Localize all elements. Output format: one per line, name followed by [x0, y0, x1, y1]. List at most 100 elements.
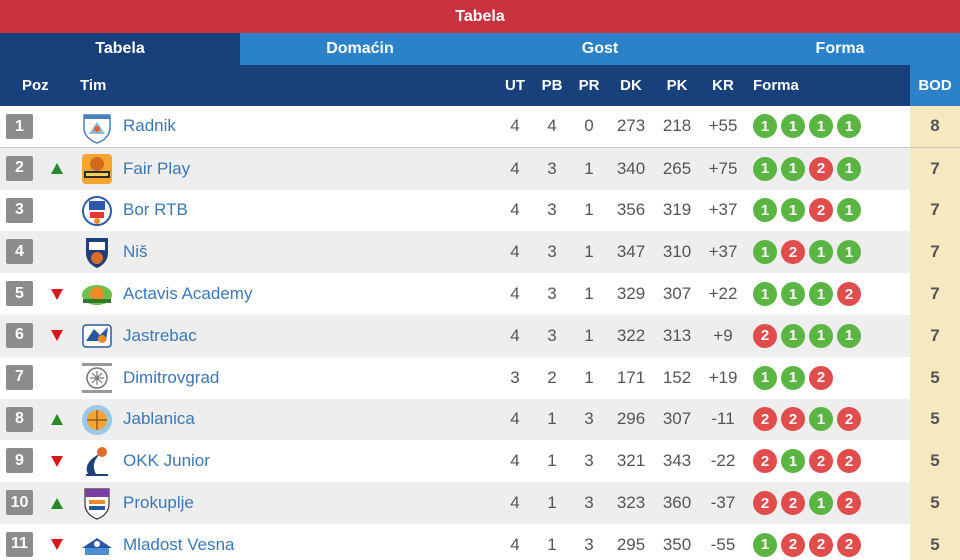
table-row[interactable]: 1 Radnik 4 4 0 273 218 +55 1 1 1 1 8	[0, 106, 960, 148]
cell-pr: 1	[584, 284, 594, 304]
position-badge: 4	[6, 239, 33, 265]
team-name-link[interactable]: Radnik	[123, 116, 176, 136]
form-win-badge: 1	[753, 532, 777, 557]
trend-none	[48, 106, 66, 147]
table-row[interactable]: 9 OKK Junior 4 1 3 321 343 -22 2 1 2 2 5	[0, 440, 960, 483]
nis-logo[interactable]	[80, 235, 114, 269]
form-win-badge: 1	[753, 114, 777, 139]
actavis-academy-logo[interactable]	[80, 277, 114, 311]
column-header-pb[interactable]: PB	[541, 77, 563, 94]
points-cell: 5	[910, 356, 960, 399]
cell-ut: 4	[510, 200, 520, 220]
form-loss-badge: 2	[809, 156, 833, 181]
table-title: Tabela	[0, 0, 960, 33]
position-badge: 8	[6, 406, 33, 432]
form-win-badge: 1	[781, 156, 805, 181]
table-row[interactable]: 8 Jablanica 4 1 3 296 307 -11 2 2 1 2 5	[0, 398, 960, 441]
cell-kr: +9	[713, 325, 733, 345]
cell-pr: 3	[584, 451, 594, 471]
form-loss-badge: 2	[781, 240, 805, 265]
form-loss-badge: 2	[753, 407, 777, 432]
points-cell: 7	[910, 231, 960, 274]
column-header-kr[interactable]: KR	[712, 77, 734, 94]
form-win-badge: 1	[837, 323, 861, 348]
form-win-badge: 1	[781, 198, 805, 223]
trend-down-icon	[48, 440, 66, 482]
tab-forma[interactable]: Forma	[720, 33, 960, 65]
team-name-link[interactable]: Dimitrovgrad	[123, 367, 220, 387]
cell-dk: 356	[616, 200, 646, 220]
table-row[interactable]: 11 Mladost Vesna 4 1 3 295 350 -55 1 2 2 2 5	[0, 523, 960, 560]
tab-domacin[interactable]: Domaćin	[240, 33, 480, 65]
table-row[interactable]: 4 Niš 4 3 1 347 310 +37 1 2 1 1 7	[0, 231, 960, 274]
table-row[interactable]: 7 Dimitrovgrad 3 2 1 171 152 +19 1 1 2 5	[0, 356, 960, 399]
team-name-link[interactable]: Niš	[123, 242, 148, 262]
cell-ut: 4	[510, 116, 520, 136]
team-name-link[interactable]: Prokuplje	[123, 493, 194, 513]
column-header-tim[interactable]: Tim	[80, 77, 107, 94]
form-win-badge: 1	[809, 491, 833, 516]
column-header-pr[interactable]: PR	[578, 77, 600, 94]
jablanica-logo[interactable]	[80, 403, 114, 437]
column-header-ut[interactable]: UT	[505, 77, 525, 94]
trend-up-icon	[48, 148, 66, 190]
cell-kr: +19	[708, 367, 738, 387]
points-cell: 5	[910, 523, 960, 560]
cell-ut: 4	[510, 284, 520, 304]
form-win-badge: 1	[753, 282, 777, 307]
okk-junior-logo[interactable]	[80, 444, 114, 478]
bor-rtb-logo[interactable]	[80, 194, 114, 228]
prokuplje-logo[interactable]	[80, 486, 114, 520]
position-badge: 2	[6, 155, 33, 181]
team-name-link[interactable]: Jastrebac	[123, 325, 197, 345]
form-loss-badge: 2	[809, 198, 833, 223]
team-name-link[interactable]: Actavis Academy	[123, 284, 253, 304]
table-row[interactable]: 3 Bor RTB 4 3 1 356 319 +37 1 1 2 1 7	[0, 189, 960, 232]
cell-kr: +75	[708, 158, 738, 178]
cell-pb: 3	[547, 284, 557, 304]
column-header-pk[interactable]: PK	[666, 77, 688, 94]
tab-gost[interactable]: Gost	[480, 33, 720, 65]
tab-tabela[interactable]: Tabela	[0, 33, 240, 65]
jastrebac-logo[interactable]	[80, 319, 114, 353]
points-cell: 5	[910, 440, 960, 483]
position-badge: 1	[6, 114, 33, 139]
team-name-link[interactable]: OKK Junior	[123, 451, 210, 471]
table-row[interactable]: 2 Fair Play 4 3 1 340 265 +75 1 1 2 1 7	[0, 147, 960, 190]
team-name-link[interactable]: Jablanica	[123, 409, 195, 429]
fair-play-logo[interactable]	[80, 152, 114, 186]
cell-pb: 3	[547, 200, 557, 220]
column-header-forma[interactable]: Forma	[753, 77, 799, 94]
cell-pk: 360	[662, 493, 692, 513]
cell-kr: +37	[708, 200, 738, 220]
mladost-vesna-logo[interactable]	[80, 528, 114, 560]
table-row[interactable]: 6 Jastrebac 4 3 1 322 313 +9 2 1 1 1 7	[0, 314, 960, 357]
cell-kr: -37	[710, 493, 736, 513]
cell-kr: -55	[710, 534, 736, 554]
team-name-link[interactable]: Fair Play	[123, 158, 191, 178]
cell-ut: 4	[510, 534, 520, 554]
team-name-link[interactable]: Bor RTB	[123, 200, 188, 220]
cell-dk: 329	[616, 284, 646, 304]
trend-up-icon	[48, 482, 66, 524]
team-name-link[interactable]: Mladost Vesna	[123, 534, 235, 554]
column-header-bod[interactable]: BOD	[910, 65, 960, 106]
radnik-logo[interactable]	[80, 110, 114, 144]
points-cell: 5	[910, 398, 960, 441]
column-header-dk[interactable]: DK	[620, 77, 642, 94]
form-win-badge: 1	[753, 365, 777, 390]
form-loss-badge: 2	[809, 449, 833, 474]
cell-dk: 340	[616, 158, 646, 178]
cell-pb: 1	[547, 493, 557, 513]
table-row[interactable]: 5 Actavis Academy 4 3 1 329 307 +22 1 1 1 2 7	[0, 273, 960, 315]
dimitrovgrad-logo[interactable]	[80, 361, 114, 395]
position-badge: 9	[6, 448, 33, 474]
table-row[interactable]: 10 Prokuplje 4 1 3 323 360 -37 2 2 1 2 5	[0, 482, 960, 524]
cell-pr: 1	[584, 200, 594, 220]
column-header-poz[interactable]: Poz	[22, 77, 49, 94]
cell-pk: 319	[662, 200, 692, 220]
